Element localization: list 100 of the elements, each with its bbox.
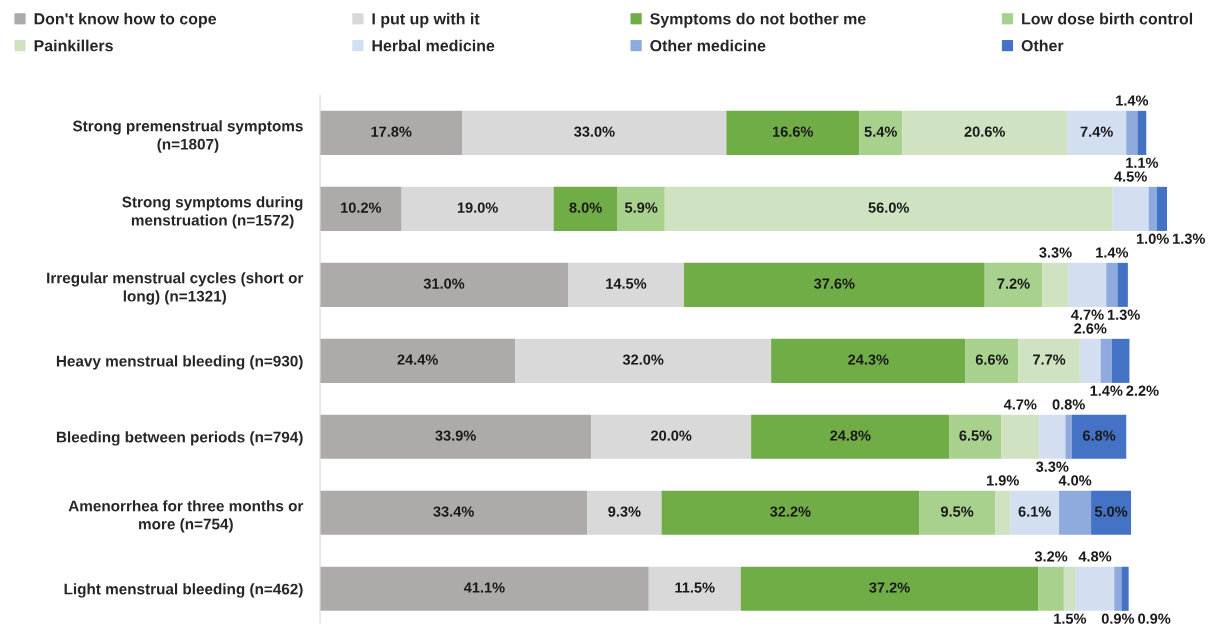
data-label: 6.6%: [975, 354, 1009, 365]
bar: [771, 338, 966, 383]
bar: [740, 566, 1039, 611]
data-label: 7.7%: [1033, 354, 1066, 365]
data-label: 1.9%: [986, 475, 1019, 486]
y-tick-label: Bleeding between periods (n=794): [56, 431, 303, 446]
bar: [984, 262, 1043, 307]
data-label: 20.0%: [650, 430, 692, 441]
bar: [462, 110, 727, 155]
data-label: 0.9%: [1138, 613, 1171, 624]
bar: [683, 262, 985, 307]
bar: [664, 186, 1113, 231]
data-label: 2.2%: [1126, 385, 1159, 396]
bar: [567, 262, 684, 307]
data-label: 6.1%: [1018, 506, 1051, 517]
bar: [1121, 566, 1129, 611]
legend-label: Painkillers: [34, 39, 113, 52]
data-label: 24.8%: [830, 430, 871, 441]
data-label: 0.9%: [1101, 613, 1135, 624]
data-label: 1.4%: [1090, 385, 1123, 396]
data-label: 32.0%: [622, 354, 664, 365]
bar: [320, 262, 568, 307]
bar: [1063, 566, 1076, 611]
bar: [1137, 110, 1147, 155]
y-tick-label: Irregular menstrual cycles (short or long) (n=1321): [47, 272, 304, 305]
data-label: 1.0%: [1136, 233, 1169, 244]
data-label: 33.4%: [433, 506, 474, 517]
legend-label: Herbal medicine: [372, 39, 495, 52]
bar: [1111, 338, 1130, 383]
data-label: 3.2%: [1034, 551, 1068, 562]
data-label: 41.1%: [463, 582, 505, 593]
bar: [320, 490, 588, 535]
bar: [1001, 414, 1040, 459]
bar: [1106, 262, 1118, 307]
bar: [1075, 566, 1115, 611]
y-tick-label: Heavy menstrual bleeding (n=930): [56, 355, 303, 370]
data-label: 1.3%: [1107, 309, 1140, 320]
bar: [1018, 338, 1080, 383]
bar: [1065, 414, 1072, 459]
y-tick-label: Strong symptoms during menstruation (n=1572): [122, 196, 303, 229]
bar: [1071, 414, 1127, 459]
data-label: 37.6%: [813, 278, 855, 289]
bar: [751, 414, 950, 459]
data-label: 3.3%: [1035, 461, 1069, 472]
data-label: 5.0%: [1094, 506, 1128, 517]
data-label: 4.5%: [1114, 171, 1147, 182]
bar: [919, 490, 996, 535]
legend-label: Symptoms do not bother me: [650, 12, 866, 28]
data-label: 4.0%: [1058, 475, 1092, 486]
data-label: 6.8%: [1082, 430, 1116, 441]
y-tick-label: Light menstrual bleeding (n=462): [64, 583, 303, 598]
bar: [1112, 186, 1149, 231]
data-label: 3.3%: [1039, 247, 1072, 258]
bar: [949, 414, 1002, 459]
data-label: 6.5%: [959, 430, 992, 441]
data-label: 16.6%: [772, 126, 814, 137]
y-tick-label: Amenorrhea for three months or more (n=754): [68, 500, 304, 533]
data-label: 32.2%: [769, 506, 811, 517]
data-label: 5.9%: [625, 202, 658, 213]
bar: [661, 490, 920, 535]
legend-label: Don't know how to cope: [34, 12, 217, 28]
bar: [320, 414, 592, 459]
bar: [1079, 338, 1101, 383]
y-tick-label: Strong premenstrual symptoms (n=1807): [72, 120, 303, 153]
legend-label: Low dose birth control: [1022, 12, 1193, 25]
bar: [1114, 566, 1122, 611]
bar: [1068, 262, 1107, 307]
data-label: 24.3%: [848, 354, 889, 365]
bar: [1126, 110, 1138, 155]
data-label: 17.8%: [371, 126, 412, 137]
bar: [1038, 566, 1064, 611]
data-label: 33.9%: [435, 430, 476, 441]
bar: [1148, 186, 1157, 231]
bar: [1156, 186, 1168, 231]
bar: [320, 338, 516, 383]
data-label: 4.7%: [1071, 309, 1104, 320]
bar: [965, 338, 1019, 383]
data-label: 56.0%: [868, 202, 909, 213]
data-label: 11.5%: [675, 582, 715, 593]
legend-label: Other: [1021, 39, 1064, 52]
data-label: 7.2%: [997, 278, 1030, 289]
bar: [587, 490, 662, 535]
data-label: 37.2%: [869, 582, 910, 593]
data-label: 8.0%: [569, 202, 602, 213]
data-label: 24.4%: [397, 354, 438, 365]
data-label: 9.5%: [940, 506, 974, 517]
bar: [553, 186, 618, 231]
data-label: 4.7%: [1003, 399, 1037, 410]
bar: [320, 110, 463, 155]
data-label: 1.4%: [1116, 95, 1149, 106]
bar: [1091, 490, 1132, 535]
data-label: 1.1%: [1126, 157, 1159, 168]
bar: [401, 186, 554, 231]
data-label: 4.8%: [1078, 551, 1112, 562]
data-label: 19.0%: [457, 202, 498, 213]
bar: [320, 566, 649, 611]
bar: [320, 186, 402, 231]
data-label: 1.3%: [1173, 233, 1205, 244]
bar: [859, 110, 903, 155]
bar: [1100, 338, 1112, 383]
